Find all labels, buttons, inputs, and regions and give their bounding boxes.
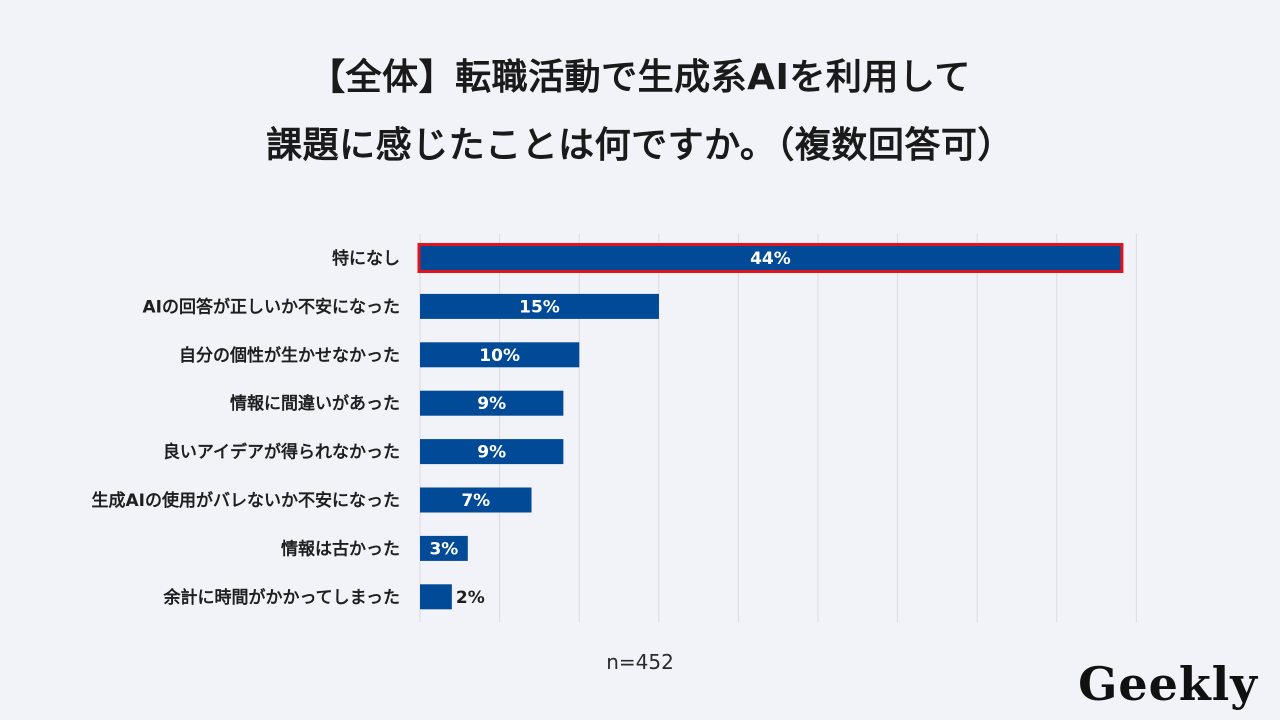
category-label: 生成AIの使用がバレないか不安になった (92, 490, 400, 511)
data-label: 44% (750, 249, 791, 269)
geekly-logo: Geekly (1078, 657, 1258, 711)
bar (420, 245, 1121, 271)
chart-title-line1: 【全体】転職活動で生成系AIを利用して (309, 57, 971, 98)
bar (420, 293, 659, 319)
bar (420, 487, 532, 513)
chart-title-line2: 課題に感じたことは何ですか。（複数回答可） (266, 125, 1014, 166)
category-label: 余計に時間がかかってしまった (163, 587, 400, 608)
data-label: 9% (477, 394, 506, 414)
category-label: AIの回答が正しいか不安になった (143, 296, 400, 317)
data-label: 3% (429, 539, 458, 559)
category-label: 情報は古かった (281, 538, 400, 559)
category-label: 自分の個性が生かせなかった (179, 345, 400, 366)
data-label: 7% (461, 491, 490, 511)
data-label: 9% (477, 443, 506, 463)
bar (420, 390, 564, 416)
data-label: 2% (456, 588, 485, 608)
sample-size-label: n=452 (606, 650, 674, 674)
data-label: 10% (479, 346, 520, 366)
data-label: 15% (519, 297, 560, 317)
category-label: 良いアイデアが得られなかった (163, 442, 400, 463)
bar (420, 535, 468, 561)
bar (420, 439, 564, 465)
category-label: 特になし (332, 248, 400, 269)
highlight-outline (417, 243, 1124, 273)
bar (420, 342, 580, 368)
category-label: 情報に間違いがあった (230, 393, 400, 414)
bar (420, 584, 452, 610)
